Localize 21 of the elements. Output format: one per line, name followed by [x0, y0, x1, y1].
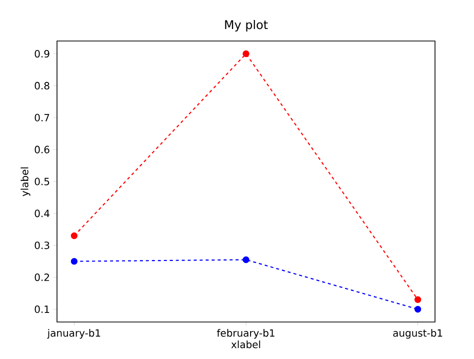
point: [414, 306, 422, 313]
x-tick-label: august-b1: [393, 329, 442, 339]
y-tick-label: 0.2: [34, 274, 49, 282]
point: [242, 256, 250, 264]
y-tick-label: 0.8: [34, 82, 50, 90]
x-tick-label: february-b1: [216, 329, 274, 339]
y-tick-label: 0.6: [34, 146, 50, 154]
point: [414, 296, 422, 303]
x-axis-title: xlabel: [231, 340, 260, 348]
y-tick-label: 0.9: [34, 50, 50, 58]
point: [70, 258, 78, 265]
x-tick-label: january-b1: [47, 329, 100, 339]
point: [70, 232, 78, 240]
y-tick-label: 0.4: [34, 210, 50, 218]
y-axis-title: ylabel: [20, 167, 30, 196]
y-tick-label: 0.5: [34, 178, 50, 186]
y-tick-label: 0.3: [34, 242, 50, 250]
y-tick-label: 0.1: [34, 305, 50, 313]
chart-title: My plot: [225, 20, 268, 32]
y-tick-label: 0.7: [34, 114, 50, 122]
point: [242, 50, 250, 58]
